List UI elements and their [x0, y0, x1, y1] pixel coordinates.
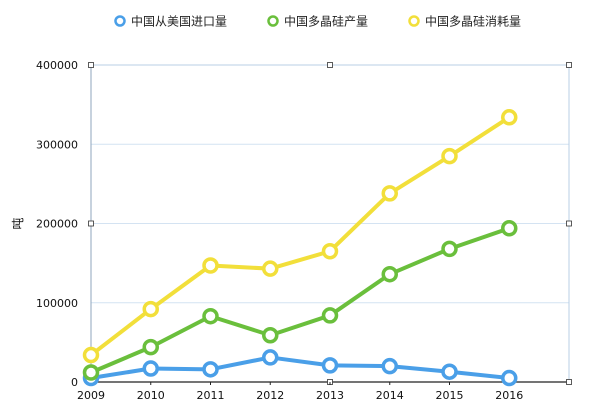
series-group — [82, 109, 518, 387]
series-line — [89, 115, 512, 358]
data-point — [441, 147, 458, 165]
y-axis-title: 吨 — [11, 217, 25, 229]
legend: 中国从美国进口量 中国多晶硅产量 中国多晶硅消耗量 — [114, 14, 521, 29]
legend-label: 中国多晶硅消耗量 — [425, 14, 521, 29]
x-tick-label: 2013 — [316, 389, 344, 402]
x-tick-label: 2009 — [77, 389, 105, 402]
x-tick-label: 2015 — [436, 389, 464, 402]
selection-handle — [88, 220, 94, 227]
x-tick-label: 2014 — [376, 389, 404, 402]
data-point — [381, 357, 398, 375]
x-tick-label: 2012 — [256, 389, 284, 402]
data-point — [82, 364, 100, 381]
x-tick-label: 2011 — [197, 389, 225, 402]
data-point — [262, 326, 279, 344]
y-tick-label: 300000 — [36, 138, 78, 151]
selection-handle — [566, 220, 572, 227]
data-point — [501, 220, 518, 237]
legend-label: 中国多晶硅产量 — [284, 14, 368, 29]
selection-handle — [566, 379, 572, 385]
y-axis-ticks: 0 100000 200000 300000 400000 — [36, 59, 78, 389]
data-point — [202, 257, 219, 274]
data-point — [381, 265, 398, 283]
data-point — [142, 338, 159, 356]
y-tick-label: 0 — [71, 376, 78, 389]
selection-handle — [566, 62, 572, 68]
data-point — [262, 349, 279, 366]
data-point — [142, 300, 159, 318]
data-point — [501, 109, 518, 126]
data-point — [441, 363, 458, 380]
legend-marker-icon — [114, 15, 126, 27]
x-tick-label: 2016 — [495, 389, 523, 402]
legend-item-0: 中国从美国进口量 — [114, 14, 227, 29]
series-2 — [82, 109, 518, 364]
y-axis-title-group: 吨 — [11, 217, 25, 229]
data-point — [202, 361, 219, 378]
legend-marker-icon — [408, 15, 420, 27]
selection-handle — [88, 62, 94, 68]
data-point — [82, 346, 100, 364]
gridlines — [91, 64, 569, 304]
data-point — [142, 360, 159, 377]
series-1 — [82, 220, 518, 381]
series-line — [89, 226, 512, 375]
data-point — [262, 260, 279, 277]
data-point — [441, 240, 458, 258]
data-point — [381, 185, 398, 202]
data-point — [501, 369, 518, 387]
data-point — [321, 307, 339, 324]
legend-item-2: 中国多晶硅消耗量 — [408, 14, 521, 29]
y-tick-label: 400000 — [36, 59, 78, 72]
legend-marker-icon — [267, 15, 279, 27]
legend-label: 中国从美国进口量 — [131, 14, 227, 29]
legend-item-1: 中国多晶硅产量 — [267, 14, 368, 29]
x-axis-ticks: 2009 2010 2011 2012 2013 2014 2015 2016 — [77, 382, 523, 402]
data-point — [202, 307, 219, 325]
data-point — [321, 242, 339, 260]
selection-handle — [327, 62, 333, 68]
y-tick-label: 100000 — [36, 297, 78, 310]
series-line — [89, 355, 512, 381]
data-point — [321, 357, 339, 374]
y-tick-label: 200000 — [36, 218, 78, 231]
series-0 — [82, 349, 518, 387]
x-tick-label: 2010 — [137, 389, 165, 402]
